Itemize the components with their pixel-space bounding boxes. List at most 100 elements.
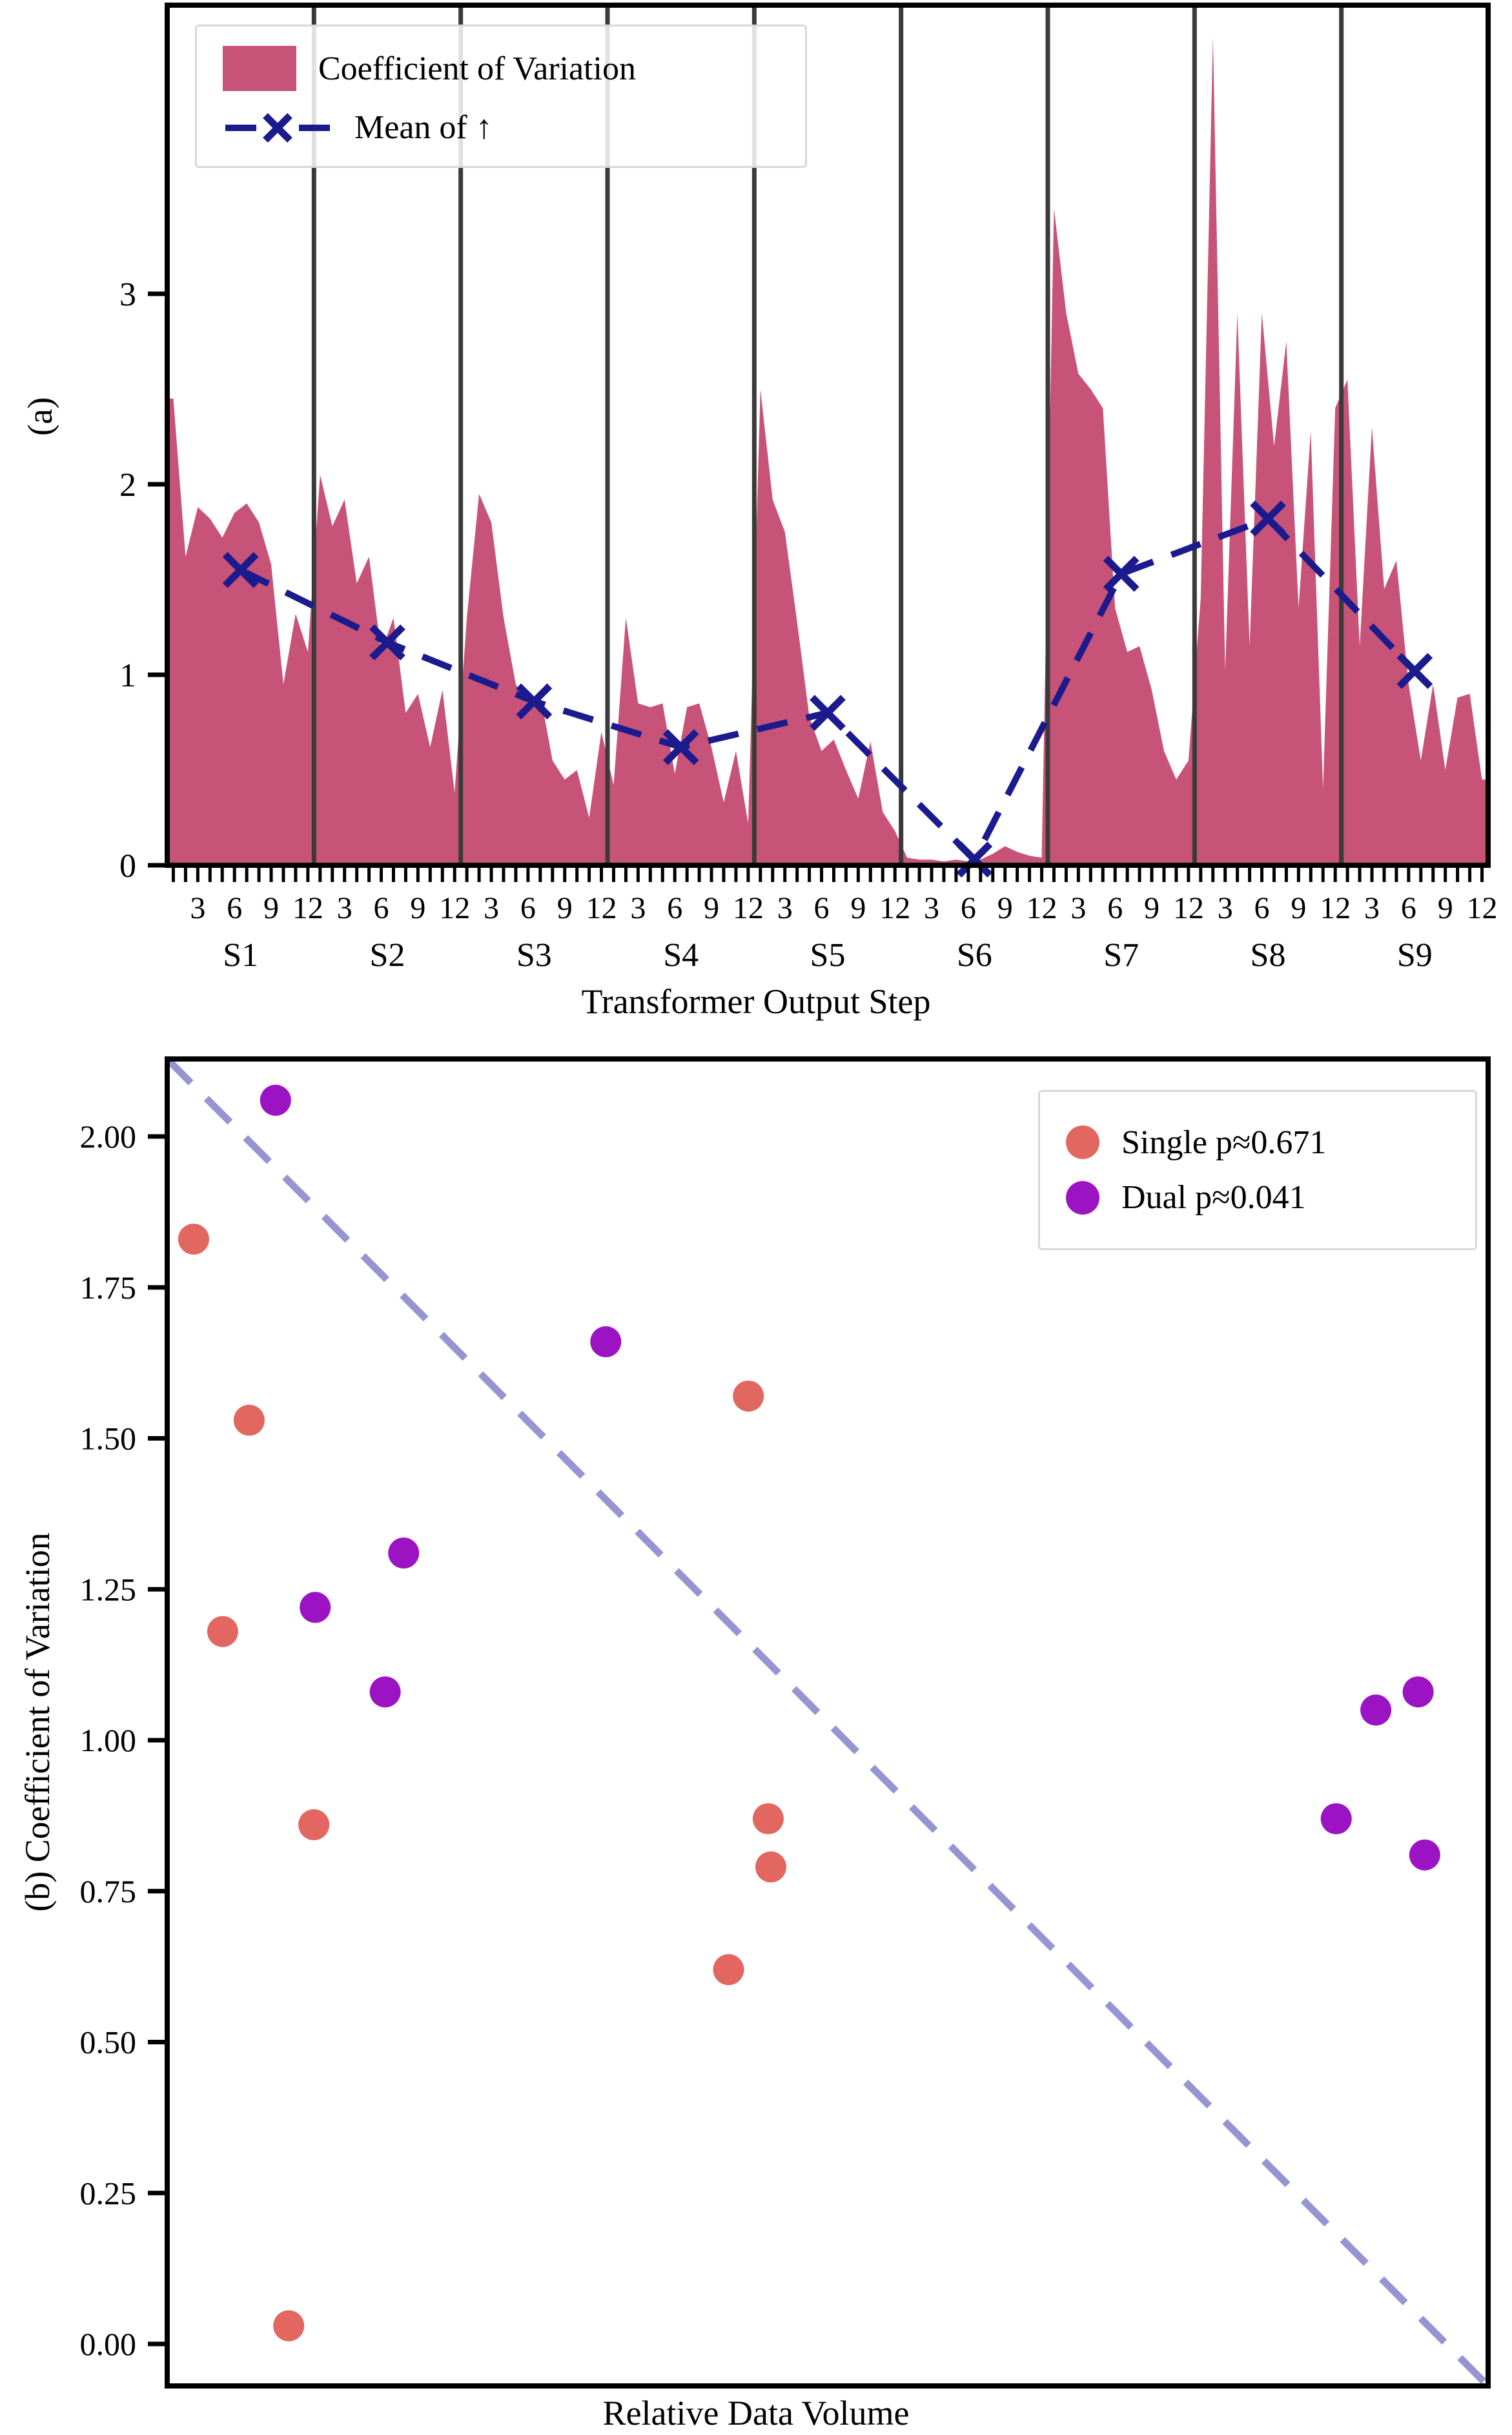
panel-a-step-label: 3 [924, 891, 939, 925]
panel-a-segment-label: S6 [957, 937, 992, 974]
panel-b-ytick-label: 2.00 [80, 1118, 137, 1155]
mean-x-marker [1250, 500, 1286, 537]
legend-label-mean: Mean of ↑ [354, 109, 493, 147]
panel-a-step-label: 9 [1144, 891, 1160, 925]
scatter-point-dual [1409, 1839, 1440, 1871]
panel-a-step-label: 12 [586, 891, 617, 925]
scatter-point-single [733, 1381, 764, 1412]
panel-a-segment-label: S4 [663, 937, 699, 974]
panel-a-step-label: 12 [733, 891, 764, 925]
mean-x-marker [1396, 653, 1433, 689]
mean-x-marker [810, 695, 846, 731]
panel-a-step-label: 6 [667, 891, 682, 925]
panel-a-ytick-label: 0 [119, 848, 136, 885]
panel-b-xlabel: Relative Data Volume [602, 2394, 910, 2432]
panel-a-step-label: 12 [1027, 891, 1057, 925]
diagonal-reference-line [165, 1056, 1491, 2389]
panel-b-ytick-label: 0.25 [80, 2175, 137, 2211]
panel-b-frame [165, 1056, 1491, 2389]
scatter-point-dual [388, 1537, 420, 1569]
panel-a-step-label: 6 [1107, 891, 1123, 925]
panel-b-ytick-label: 1.50 [80, 1421, 137, 1457]
panel-b-ylabel: (b) Coefficient of Variation [18, 1532, 57, 1912]
mean-x-marker [956, 841, 993, 878]
panel-a-ytick-label: 2 [119, 467, 136, 504]
panel-a-segment-label: S1 [223, 937, 258, 974]
scatter-point-dual [369, 1676, 401, 1708]
mean-line-sample-icon [225, 113, 330, 143]
panel-b-ytick-label: 0.75 [80, 1873, 137, 1909]
panel-a-step-label: 12 [1320, 891, 1351, 925]
scatter-point-single [178, 1224, 209, 1255]
mean-x-marker [222, 551, 259, 588]
single-dot-icon [1066, 1125, 1099, 1160]
panel-a-step-label: 6 [1254, 891, 1270, 925]
panel-b-legend: Single p≈0.671 Dual p≈0.041 [1038, 1090, 1477, 1250]
panel-a-step-label: 12 [292, 891, 323, 925]
panel-a-step-label: 6 [1401, 891, 1416, 925]
scatter-point-single [233, 1404, 265, 1436]
cov-area-swatch [223, 46, 296, 92]
panel-a-step-label: 6 [961, 891, 976, 925]
panel-a-step-label: 9 [997, 891, 1013, 925]
panel-a-ylabel: (a) [21, 397, 59, 436]
scatter-point-dual [260, 1084, 291, 1116]
panel-a-step-label: 12 [879, 891, 910, 925]
panel-a-segment-label: S8 [1251, 937, 1286, 974]
panel-b-ytick-label: 0.50 [80, 2024, 137, 2060]
panel-a-step-label: 12 [1173, 891, 1204, 925]
mean-x-marker [516, 683, 553, 720]
panel-a-ytick-label: 3 [119, 276, 136, 313]
panel-a-segment-label: S9 [1397, 937, 1433, 974]
scatter-point-single [207, 1616, 238, 1647]
panel-a-step-label: 3 [1070, 891, 1086, 925]
panel-a-step-label: 6 [374, 891, 389, 925]
panel-a-step-label: 3 [777, 891, 793, 925]
panel-a-step-label: 9 [704, 891, 719, 925]
panel-a-step-label: 9 [263, 891, 279, 925]
panel-a-step-label: 3 [1364, 891, 1380, 925]
mean-x-marker [662, 729, 699, 765]
scatter-point-single [273, 2310, 305, 2341]
scatter-point-dual [1402, 1676, 1434, 1708]
panel-b-ytick-label: 0.00 [80, 2326, 137, 2362]
scatter-point-dual [1320, 1803, 1352, 1834]
panel-a-step-label: 6 [227, 891, 242, 925]
legend-item-cov: Coefficient of Variation [223, 46, 779, 92]
panel-a-step-label: 9 [557, 891, 573, 925]
legend-item-mean: Mean of ↑ [223, 109, 779, 146]
panel-a-legend: Coefficient of Variation Mean of ↑ [195, 25, 807, 168]
panel-a-step-label: 3 [630, 891, 646, 925]
panel-a-step-label: 9 [1291, 891, 1306, 925]
panel-a-step-label: 6 [520, 891, 536, 925]
mean-x-marker [1103, 555, 1139, 592]
legend-label-dual: Dual p≈0.041 [1121, 1179, 1306, 1216]
panel-b-ytick-label: 1.25 [80, 1571, 137, 1607]
scatter-point-dual [1360, 1694, 1392, 1726]
panel-b-ytick-label: 1.75 [80, 1269, 137, 1306]
panel-a-step-label: 12 [439, 891, 470, 925]
panel-a-segment-label: S2 [370, 937, 405, 974]
panel-a-step-label: 3 [190, 891, 205, 925]
dual-dot-icon [1066, 1180, 1099, 1215]
cov-area [167, 36, 1488, 865]
scatter-point-dual [590, 1326, 622, 1357]
panel-a-step-label: 9 [410, 891, 425, 925]
panel-a-step-label: 6 [814, 891, 830, 925]
legend-label-single: Single p≈0.671 [1121, 1124, 1327, 1161]
panel-a-segment-label: S5 [810, 937, 846, 974]
scatter-point-single [713, 1954, 744, 1986]
panel-a-step-label: 3 [337, 891, 352, 925]
scatter-point-single [755, 1851, 786, 1883]
mean-x-marker [369, 624, 405, 661]
panel-b-ytick-label: 1.00 [80, 1722, 137, 1758]
panel-a-step-label: 9 [1438, 891, 1453, 925]
panel-a-step-label: 3 [484, 891, 499, 925]
panel-a-segment-label: S3 [516, 937, 552, 974]
panel-a-step-label: 3 [1218, 891, 1233, 925]
panel-a-frame [165, 3, 1491, 868]
panel-a-step-label: 12 [1467, 891, 1498, 925]
scatter-point-dual [300, 1592, 331, 1623]
